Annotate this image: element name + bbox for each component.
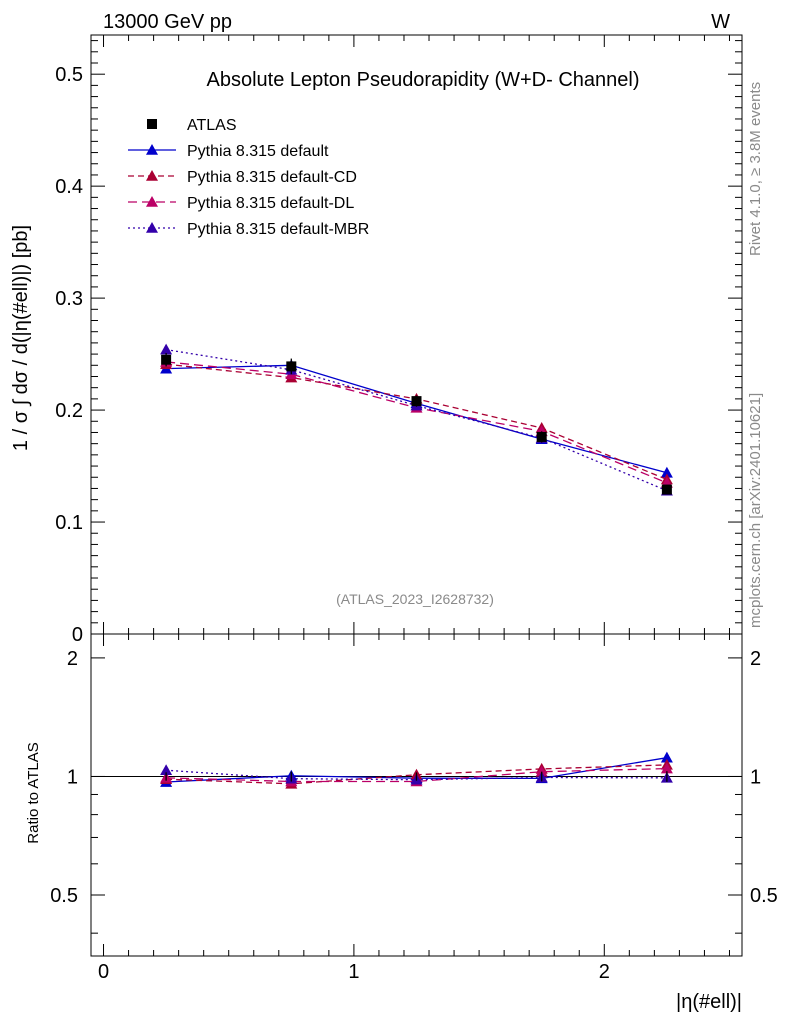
ratio-y-tick-label: 1 — [67, 766, 78, 788]
series-point — [160, 343, 173, 355]
legend-label: Pythia 8.315 default-CD — [187, 169, 357, 186]
ratio-y-tick-label-right: 1 — [750, 766, 761, 788]
data-point — [536, 431, 547, 442]
x-tick-label: 2 — [599, 961, 610, 983]
side-text-top: Rivet 4.1.0, ≥ 3.8M events — [747, 82, 764, 256]
legend-label: Pythia 8.315 default — [187, 143, 329, 160]
series-line — [166, 363, 668, 481]
ratio-y-tick-label: 0.5 — [50, 885, 78, 907]
data-point — [661, 484, 672, 495]
legend-marker — [146, 170, 158, 181]
side-text-bottom: mcplots.cern.ch [arXiv:2401.10621] — [747, 393, 764, 628]
ratio-series-point — [660, 762, 673, 774]
x-axis-label: |η(#ell)| — [676, 991, 742, 1013]
ratio-y-tick-label-right: 0.5 — [750, 885, 778, 907]
legend-marker — [146, 196, 158, 207]
series-layer — [160, 343, 673, 496]
y-tick-label: 0.5 — [55, 64, 83, 86]
y-tick-label: 0.1 — [55, 512, 83, 534]
ratio-y-tick-label-right: 2 — [750, 648, 761, 670]
y-tick-label: 0 — [72, 624, 83, 646]
ratio-y-tick-label: 2 — [67, 648, 78, 670]
analysis-id: (ATLAS_2023_I2628732) — [336, 591, 494, 607]
ratio-series-point — [535, 765, 548, 777]
ticks-layer: 0 1 200.10.20.30.40.50.5 0.51 12 2 — [50, 35, 778, 983]
legend-label-data: ATLAS — [187, 117, 237, 134]
x-tick-label: 1 — [348, 961, 359, 983]
series-point — [660, 466, 673, 478]
ratio-layer — [160, 751, 673, 789]
y-axis-label: 1 / σ ∫ dσ / d(|η(#ell)|) [pb] — [10, 225, 32, 451]
x-tick-label: 0 — [98, 961, 109, 983]
header-left: 13000 GeV pp — [103, 11, 232, 33]
ratio-plot-frame — [90, 633, 743, 957]
ratio-y-axis-label: Ratio to ATLAS — [25, 742, 42, 843]
legend: ATLAS Pythia 8.315 default Pythia 8.315 de… — [128, 117, 369, 238]
chart-title: Absolute Lepton Pseudorapidity (W+D- Cha… — [206, 69, 639, 91]
y-tick-label: 0.2 — [55, 400, 83, 422]
legend-marker — [146, 144, 158, 155]
ratio-series-point — [160, 764, 173, 776]
legend-label: Pythia 8.315 default-DL — [187, 195, 354, 212]
data-point — [161, 354, 172, 365]
legend-marker-data — [147, 119, 157, 129]
ratio-series-point — [660, 751, 673, 763]
series-line — [166, 348, 668, 492]
y-tick-label: 0.4 — [55, 176, 83, 198]
data-point — [286, 361, 297, 372]
legend-label: Pythia 8.315 default-MBR — [187, 221, 369, 238]
series-line — [166, 361, 668, 484]
y-tick-label: 0.3 — [55, 288, 83, 310]
legend-marker — [146, 222, 158, 233]
series-line — [166, 364, 668, 474]
header-right: W — [711, 11, 730, 33]
data-point — [411, 396, 422, 407]
